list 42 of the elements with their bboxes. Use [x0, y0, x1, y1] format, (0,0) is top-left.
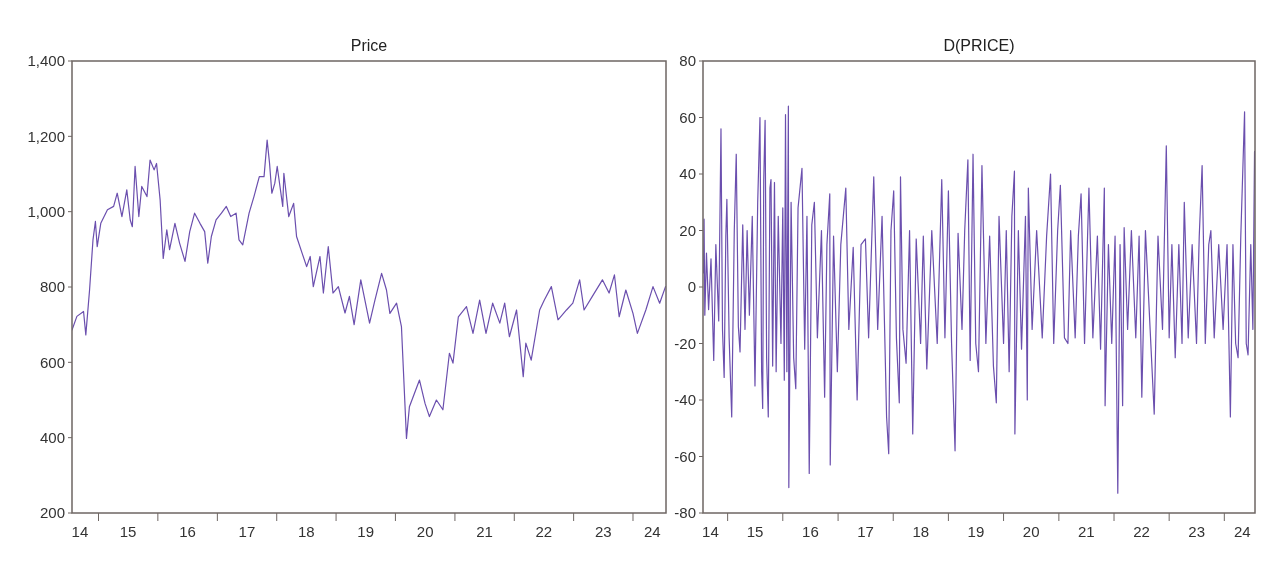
- y-tick-label: 800: [39, 278, 65, 296]
- chart-title: D(PRICE): [943, 37, 1015, 54]
- y-tick-label: 80: [679, 52, 696, 70]
- x-tick-label: 21: [1078, 523, 1095, 540]
- x-tick-label: 21: [476, 523, 493, 540]
- y-tick-label: 60: [679, 108, 696, 126]
- y-tick-label: -60: [674, 447, 696, 465]
- x-tick-label: 18: [297, 523, 315, 540]
- x-tick-label: 22: [535, 523, 553, 540]
- x-tick-label: 24: [1233, 523, 1251, 540]
- y-tick-label: 0: [687, 278, 696, 296]
- x-tick-label: 18: [912, 523, 930, 540]
- x-tick-label: 19: [357, 523, 375, 540]
- x-tick-label: 16: [802, 523, 819, 540]
- y-tick-label: 200: [39, 504, 65, 522]
- y-tick-label: 40: [679, 165, 696, 183]
- x-tick-label: 24: [644, 523, 661, 540]
- y-tick-label: -80: [674, 504, 696, 522]
- line-series: [72, 139, 666, 440]
- x-tick-label: 16: [179, 523, 196, 540]
- x-tick-label: 20: [416, 523, 434, 540]
- y-tick-label: -40: [674, 391, 696, 409]
- y-tick-label: -20: [674, 334, 696, 352]
- x-tick-label: 14: [71, 523, 89, 540]
- x-tick-label: 23: [594, 523, 612, 540]
- y-tick-label: 600: [39, 353, 65, 371]
- y-tick-label: 400: [39, 428, 65, 446]
- y-tick-label: 1,200: [27, 127, 65, 145]
- x-tick-label: 14: [702, 523, 719, 540]
- chart-title: Price: [350, 37, 388, 54]
- x-tick-label: 17: [238, 523, 256, 540]
- x-tick-label: 20: [1022, 523, 1040, 540]
- y-tick-label: 20: [679, 221, 696, 239]
- line-series: [703, 105, 1255, 494]
- x-tick-label: 19: [967, 523, 985, 540]
- x-tick-label: 17: [857, 523, 874, 540]
- x-tick-label: 15: [119, 523, 137, 540]
- x-tick-label: 15: [746, 523, 764, 540]
- y-tick-label: 1,000: [27, 202, 65, 220]
- x-tick-label: 23: [1188, 523, 1206, 540]
- y-tick-label: 1,400: [27, 52, 65, 70]
- x-tick-label: 22: [1133, 523, 1150, 540]
